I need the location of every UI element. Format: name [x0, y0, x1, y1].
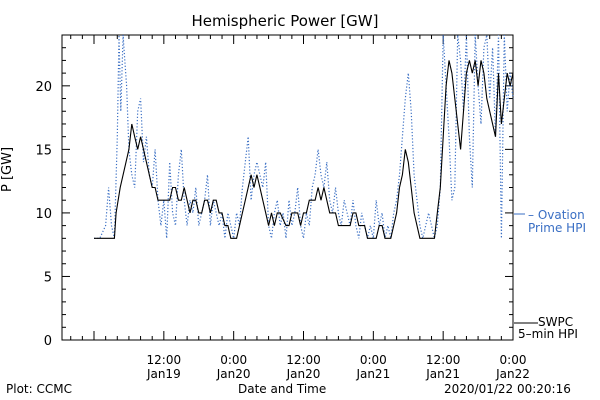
legend-ovation-label: – Ovation — [528, 208, 585, 222]
y-tick-label: 15 — [35, 143, 52, 158]
y-tick-label: 10 — [35, 207, 52, 222]
y-tick-label: 0 — [44, 334, 52, 349]
x-tick-time-label: 12:00 — [286, 353, 321, 367]
series-group — [94, 34, 514, 239]
plot-frame — [61, 34, 514, 341]
legend-swpc-label-2: 5–min HPI — [518, 327, 578, 341]
y-tick-label: 20 — [35, 80, 52, 95]
x-tick-date-label: Jan21 — [355, 367, 390, 381]
plot-timestamp: 2020/01/22 00:20:16 — [444, 382, 571, 396]
legend-ovation-label-2: Prime HPI — [528, 221, 586, 235]
legend-swpc-label: SWPC — [538, 315, 574, 329]
x-tick-date-label: Jan20 — [286, 367, 321, 381]
x-tick-time-label: 12:00 — [147, 353, 182, 367]
x-tick-time-label: 0:00 — [220, 353, 247, 367]
x-tick-date-label: Jan20 — [216, 367, 251, 381]
x-tick-date-label: Jan22 — [495, 367, 530, 381]
y-tick-label: 5 — [44, 270, 52, 285]
y-axis-label: P [GW] — [0, 146, 15, 192]
x-tick-date-label: Jan21 — [425, 367, 460, 381]
y-axis: 0 5 10 15 20 — [35, 34, 513, 349]
x-tick-time-label: 12:00 — [426, 353, 461, 367]
x-tick-time-label: 0:00 — [360, 353, 387, 367]
x-tick-time-label: 0:00 — [500, 353, 527, 367]
series-swpc-line — [94, 60, 514, 239]
x-tick-date-label: Jan19 — [146, 367, 181, 381]
x-axis-label: Date and Time — [238, 382, 327, 396]
x-axis: 12:00Jan190:00Jan2012:00Jan200:00Jan2112… — [70, 35, 530, 381]
chart-title: Hemispheric Power [GW] — [191, 12, 379, 30]
plot-credit: Plot: CCMC — [6, 382, 72, 396]
